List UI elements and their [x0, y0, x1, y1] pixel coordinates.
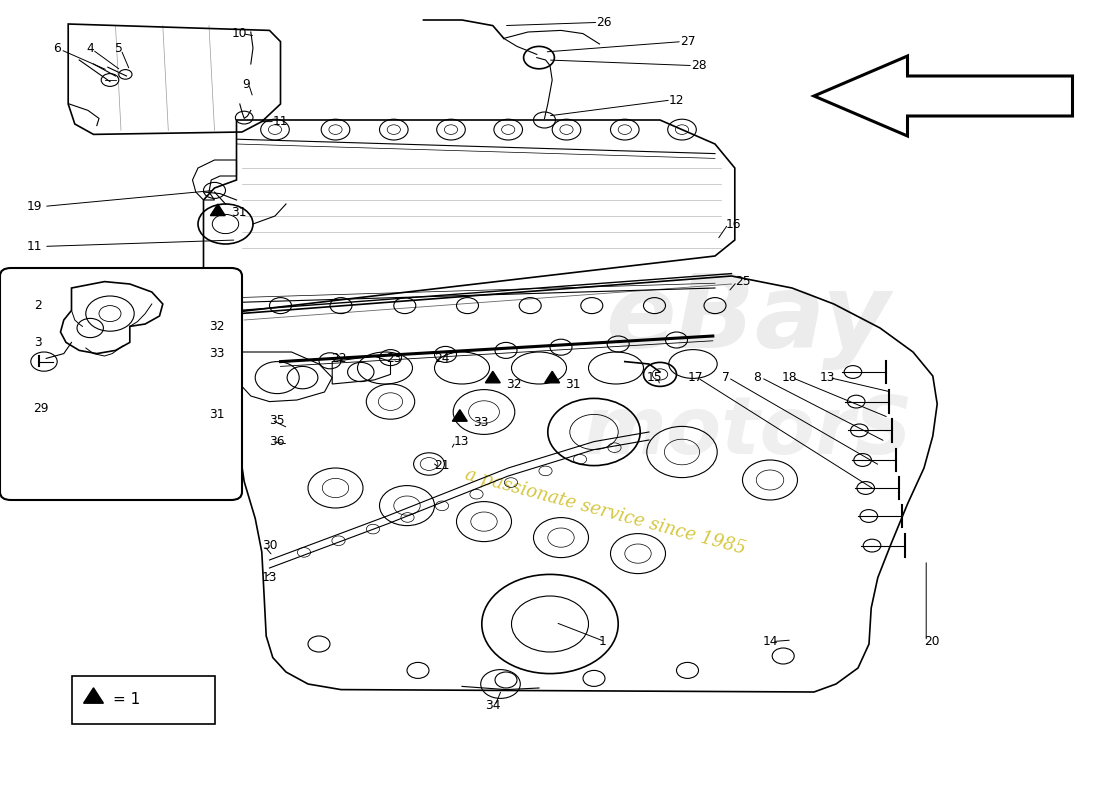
Text: 1: 1	[598, 635, 607, 648]
Text: 10: 10	[232, 27, 248, 40]
Text: 35: 35	[270, 414, 285, 426]
Text: a passionate service since 1985: a passionate service since 1985	[463, 466, 747, 558]
Text: 33: 33	[209, 347, 224, 360]
Text: 33: 33	[473, 416, 488, 429]
Text: 20: 20	[924, 635, 939, 648]
Text: eBay: eBay	[606, 270, 890, 370]
Text: 26: 26	[596, 16, 612, 29]
Polygon shape	[210, 204, 225, 215]
Text: 11: 11	[273, 115, 288, 128]
Polygon shape	[814, 56, 1072, 136]
Polygon shape	[84, 688, 103, 703]
Polygon shape	[452, 410, 468, 421]
Text: 36: 36	[270, 435, 285, 448]
Text: 13: 13	[262, 571, 277, 584]
Text: 17: 17	[688, 371, 703, 384]
Text: 31: 31	[231, 206, 246, 218]
Polygon shape	[188, 400, 204, 411]
Text: 11: 11	[26, 240, 42, 253]
Text: 32: 32	[506, 378, 521, 390]
Text: 2: 2	[34, 299, 42, 312]
Text: 21: 21	[434, 459, 450, 472]
Text: 34: 34	[485, 699, 501, 712]
Text: 3: 3	[34, 336, 42, 349]
Text: 13: 13	[453, 435, 469, 448]
Text: 5: 5	[114, 42, 123, 54]
Polygon shape	[188, 339, 204, 350]
Text: 24: 24	[434, 352, 450, 365]
Text: 9: 9	[242, 78, 251, 90]
Text: 31: 31	[565, 378, 581, 390]
Polygon shape	[485, 371, 501, 382]
FancyBboxPatch shape	[0, 268, 242, 500]
Text: 27: 27	[680, 35, 695, 48]
Text: 23: 23	[386, 352, 402, 365]
Text: = 1: = 1	[113, 693, 141, 707]
Text: 8: 8	[752, 371, 761, 384]
Text: 30: 30	[262, 539, 277, 552]
Text: 12: 12	[669, 94, 684, 106]
Text: 22: 22	[331, 352, 346, 365]
Text: 28: 28	[691, 59, 706, 72]
Text: 32: 32	[209, 320, 224, 333]
Text: 13: 13	[820, 371, 835, 384]
Text: 7: 7	[722, 371, 730, 384]
Text: 29: 29	[33, 402, 48, 414]
Text: 6: 6	[53, 42, 62, 54]
Text: 31: 31	[209, 408, 224, 421]
Text: 15: 15	[647, 371, 662, 384]
Text: 4: 4	[86, 42, 95, 54]
FancyBboxPatch shape	[72, 676, 214, 724]
Polygon shape	[544, 371, 560, 382]
Text: 16: 16	[726, 218, 741, 230]
Polygon shape	[188, 312, 204, 323]
Text: 25: 25	[735, 275, 750, 288]
Text: motorS: motorS	[583, 393, 913, 471]
Text: 14: 14	[762, 635, 778, 648]
Text: 19: 19	[26, 200, 42, 213]
Text: 18: 18	[782, 371, 797, 384]
